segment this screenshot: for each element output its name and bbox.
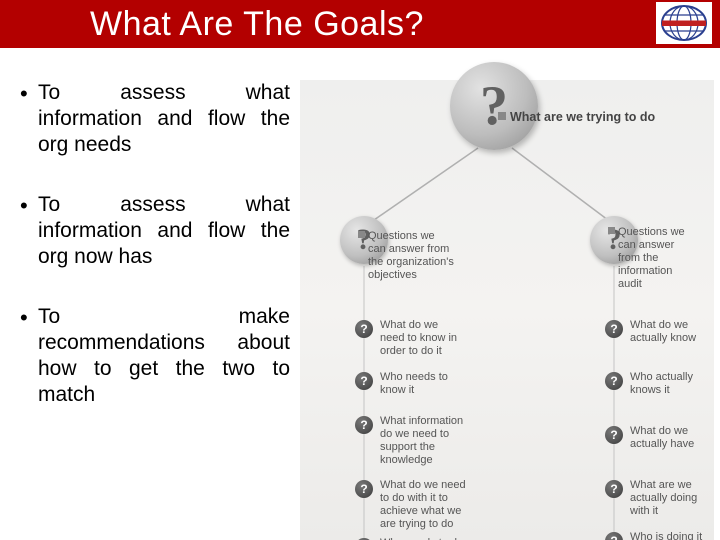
root-question-icon: ? [450,62,538,150]
mid-label: Questions wecan answerfrom theinformatio… [618,226,713,291]
slide-title: What Are The Goals? [0,5,424,44]
mid-label: Questions wecan answer fromthe organizat… [368,230,463,282]
small-question-icon: ? [355,416,373,434]
small-question-icon: ? [355,320,373,338]
bullet-item: • To make recommendations about how to g… [20,304,290,408]
item-label: Who actuallyknows it [630,371,720,397]
item-label: What do weactually know [630,319,720,345]
item-label: What do weneed to know inorder to do it [380,319,480,358]
bullet-dot-icon: • [20,304,38,408]
small-question-icon: ? [605,480,623,498]
root-label: What are we trying to do [510,110,680,124]
globe-logo-icon [656,2,712,44]
slide-body: • To assess what information and flow th… [0,80,720,540]
bullet-text: To make recommendations about how to get… [38,304,290,408]
bullet-item: • To assess what information and flow th… [20,192,290,270]
bullet-dot-icon: • [20,80,38,158]
marker-icon [358,231,365,238]
item-label: What do we needto do with it toachieve w… [380,479,480,531]
item-label: Who needs toknow it [380,371,480,397]
item-label: What are weactually doingwith it [630,479,720,518]
diagram-panel: ? What are we trying to do? Questions weca… [300,80,714,540]
marker-icon [608,227,615,234]
small-question-icon: ? [355,372,373,390]
title-bar: What Are The Goals? [0,0,720,48]
item-label: What informationdo we need tosupport the… [380,415,480,467]
bullet-item: • To assess what information and flow th… [20,80,290,158]
bullet-list: • To assess what information and flow th… [0,80,300,540]
slide: What Are The Goals? • To assess what inf… [0,0,720,540]
small-question-icon: ? [605,426,623,444]
item-label: What do weactually have [630,425,720,451]
bullet-dot-icon: • [20,192,38,270]
small-question-icon: ? [355,480,373,498]
bullet-text: To assess what information and flow the … [38,192,290,270]
small-question-icon: ? [605,320,623,338]
item-label: Who is doing itHow [630,531,720,540]
small-question-icon: ? [605,372,623,390]
marker-icon [498,112,506,120]
bullet-text: To assess what information and flow the … [38,80,290,158]
